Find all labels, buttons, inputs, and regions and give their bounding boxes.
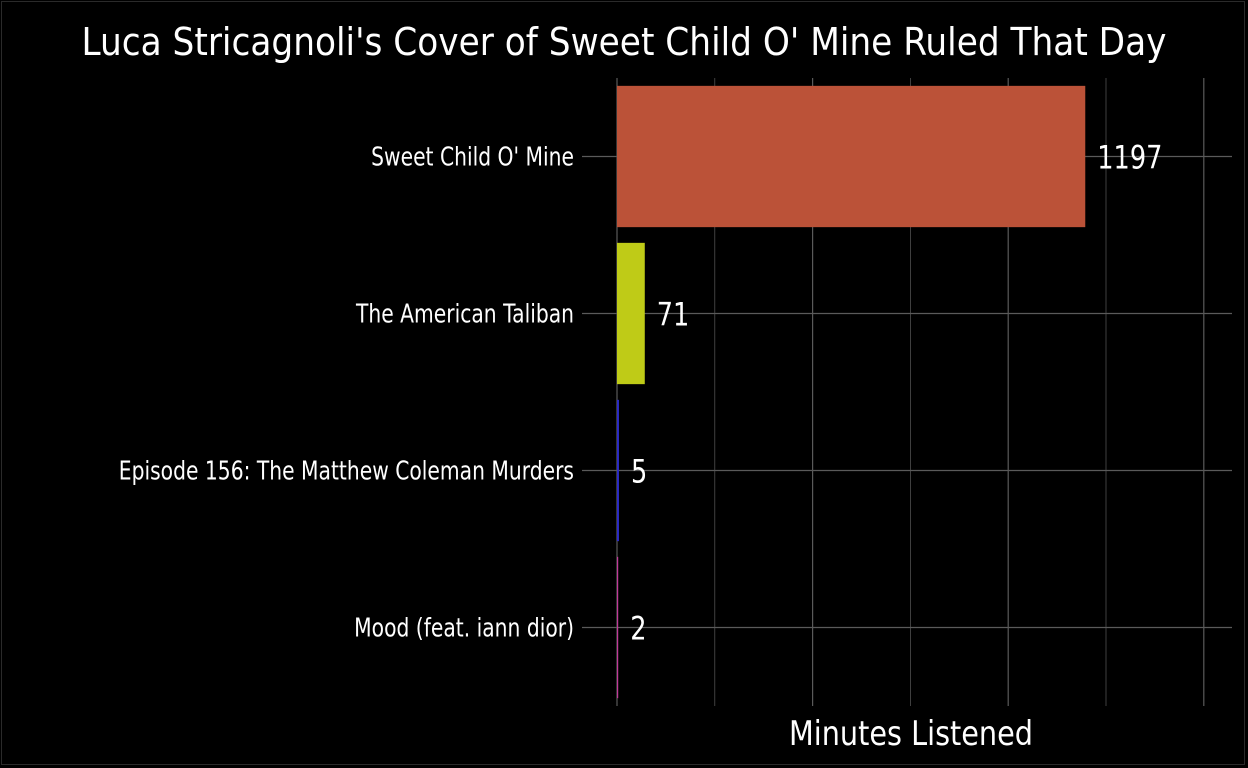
x-axis-label: Minutes Listened	[789, 714, 1033, 754]
chart-title: Luca Stricagnoli's Cover of Sweet Child …	[82, 20, 1167, 64]
y-tick-label: The American Taliban	[355, 300, 574, 330]
y-tick-label: Episode 156: The Matthew Coleman Murders	[119, 457, 574, 487]
y-tick-label: Mood (feat. iann dior)	[354, 614, 574, 644]
value-label: 2	[630, 610, 646, 648]
value-label: 5	[631, 453, 647, 491]
bar	[617, 85, 1086, 228]
value-labels: 1197 71 5 2	[630, 139, 1162, 648]
bar	[617, 556, 619, 699]
bars-layer	[617, 85, 1086, 699]
value-label: 71	[657, 296, 690, 334]
bar	[617, 242, 645, 385]
y-tick-label: Sweet Child O' Mine	[371, 143, 574, 173]
value-label: 1197	[1097, 139, 1162, 177]
bar	[617, 399, 619, 542]
y-tick-labels: Sweet Child O' Mine The American Taliban E…	[119, 143, 574, 644]
